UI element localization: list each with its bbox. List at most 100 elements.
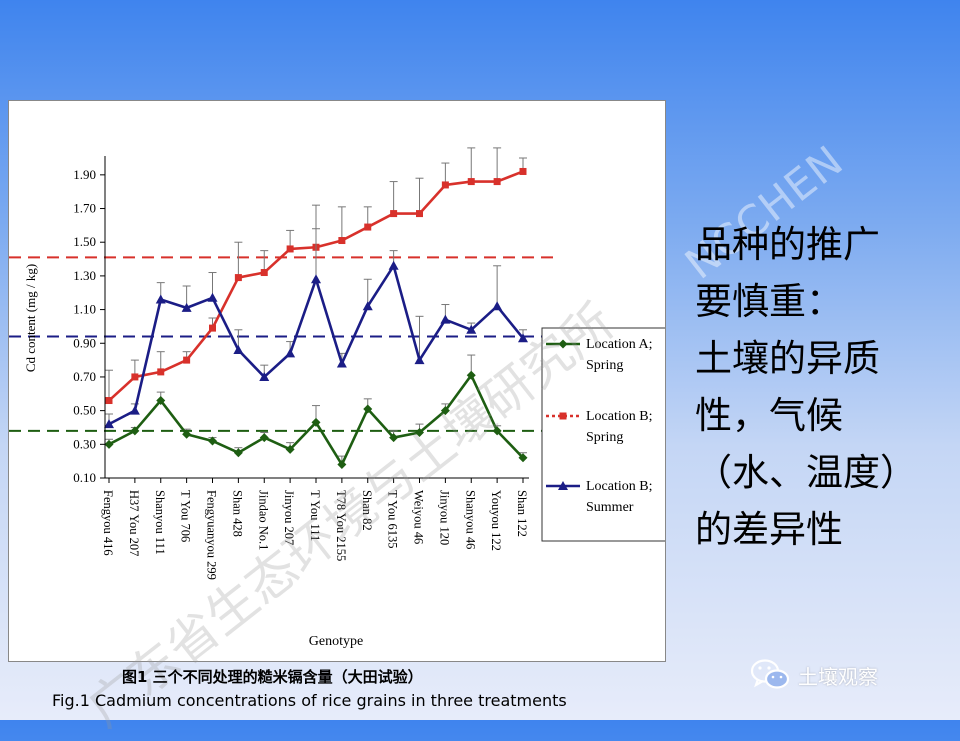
y-tick-label: 0.10	[73, 470, 96, 485]
side-text-line: 土壤的异质	[695, 337, 880, 380]
data-point	[311, 274, 321, 284]
data-point	[105, 397, 113, 405]
data-point	[338, 237, 346, 245]
y-tick-label: 1.30	[73, 268, 96, 283]
data-point	[415, 428, 424, 438]
data-point	[518, 453, 528, 463]
data-point	[259, 371, 270, 381]
plot-area	[104, 147, 528, 470]
mean-reference-lines	[9, 256, 559, 432]
wechat-icon	[750, 659, 790, 689]
legend-label: Location B;	[586, 409, 653, 424]
x-tick-label: Shan 122	[515, 490, 529, 537]
data-point	[131, 373, 139, 381]
side-text-line: 的差异性	[695, 508, 843, 551]
data-point	[259, 433, 269, 443]
x-axis: Fengyou 416 H37 You 207 Shanyou 111 T You 7…	[101, 477, 529, 580]
figure-caption-en: Fig.1 Cadmium concentrations of rice gra…	[52, 691, 567, 710]
legend-label: Location B;	[586, 479, 653, 494]
series	[104, 354, 528, 470]
data-point	[260, 269, 268, 277]
data-point	[390, 210, 398, 218]
data-point	[388, 260, 399, 270]
data-point	[104, 419, 114, 429]
data-point	[362, 301, 373, 311]
x-tick-label: Youyou 122	[489, 490, 503, 551]
data-point	[337, 460, 347, 470]
x-tick-label: Jinyou 120	[437, 490, 451, 545]
data-point	[466, 370, 476, 380]
data-point	[519, 167, 527, 175]
data-point	[129, 405, 140, 415]
y-tick-label: 0.90	[73, 335, 96, 350]
y-tick-label: 1.90	[73, 167, 96, 182]
side-text-line: （水、温度）	[695, 451, 917, 494]
data-point	[285, 348, 296, 358]
data-point	[558, 339, 568, 349]
data-point	[389, 433, 399, 443]
y-axis-label: Cd content (mg / kg)	[23, 264, 38, 372]
data-point	[414, 355, 425, 365]
x-axis-label: Genotype	[309, 634, 363, 649]
legend-label: Location A;	[586, 337, 653, 352]
data-point	[286, 245, 294, 253]
x-tick-label: Jindao No.1	[256, 490, 270, 550]
data-point	[233, 448, 243, 458]
x-tick-label: Fengyou 416	[101, 490, 115, 556]
wechat-logo: 土壤观察	[750, 655, 960, 695]
y-tick-label: 0.30	[73, 436, 96, 451]
data-point	[492, 426, 502, 436]
data-point	[104, 439, 114, 449]
y-tick-label: 0.70	[73, 369, 96, 384]
data-point	[440, 406, 450, 416]
legend-label: Spring	[586, 358, 623, 373]
y-axis: 0.10 0.30 0.50 0.70 0.90 1.10 1.30 1.50 1.70 1.90	[73, 156, 106, 485]
legend-label: Spring	[586, 430, 623, 445]
x-tick-label: Weiyou 46	[412, 490, 426, 544]
series	[104, 228, 528, 429]
x-tick-label: T You 706	[179, 490, 193, 542]
data-point	[209, 324, 216, 332]
data-point	[183, 356, 191, 364]
data-point	[233, 345, 244, 354]
data-point	[285, 444, 295, 454]
data-point	[336, 358, 347, 368]
data-point	[440, 314, 451, 324]
y-tick-label: 1.10	[73, 302, 96, 317]
data-point	[130, 426, 140, 436]
x-tick-label: Shanyou 46	[463, 490, 477, 549]
x-tick-label: H37 You 207	[127, 490, 141, 556]
y-tick-label: 1.70	[73, 201, 96, 216]
data-point	[311, 417, 321, 427]
x-tick-label: T You 111	[308, 490, 322, 541]
x-tick-label: T You 6135	[386, 490, 400, 548]
data-point	[518, 333, 528, 343]
data-point	[364, 223, 372, 231]
data-point	[207, 292, 218, 302]
data-point	[467, 178, 475, 186]
data-point	[493, 178, 501, 186]
legend: Location A; Spring Location B; Spring Locati…	[541, 327, 665, 542]
wechat-account-label: 土壤观察	[798, 664, 878, 689]
data-point	[234, 274, 242, 282]
data-point	[558, 481, 568, 490]
data-point	[441, 181, 449, 189]
side-text-line: 品种的推广	[695, 223, 880, 266]
series-line	[108, 264, 525, 426]
x-tick-label: Shan 82	[360, 490, 374, 531]
data-point	[182, 429, 192, 439]
legend-label: Summer	[586, 500, 634, 515]
x-tick-label: Jinyou 207	[282, 490, 296, 545]
side-text-line: 要慎重：	[695, 280, 843, 323]
y-tick-label: 1.50	[73, 234, 96, 249]
data-point	[181, 302, 192, 312]
data-point	[559, 412, 567, 420]
legend-box	[541, 327, 665, 542]
data-point	[492, 301, 503, 311]
x-tick-label: T78 You 2155	[334, 490, 348, 561]
figure-caption-cn: 图1 三个不同处理的糙米镉含量（大田试验）	[122, 668, 423, 686]
data-point	[157, 368, 165, 376]
data-point	[466, 324, 477, 334]
data-point	[156, 396, 166, 406]
x-tick-label: Shanyou 111	[153, 490, 167, 555]
